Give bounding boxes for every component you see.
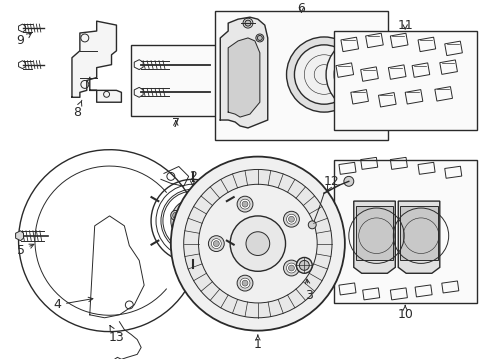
Polygon shape (354, 201, 395, 273)
Bar (400, 206, 438, 260)
Circle shape (256, 34, 264, 42)
Circle shape (243, 18, 253, 28)
Bar (339, 283, 356, 295)
Text: 8: 8 (73, 100, 82, 118)
Text: 9: 9 (17, 33, 31, 48)
Circle shape (188, 198, 197, 208)
Text: 4: 4 (53, 297, 93, 311)
Bar (412, 63, 430, 77)
Circle shape (242, 280, 248, 286)
Circle shape (177, 230, 187, 240)
Bar (336, 63, 354, 77)
Polygon shape (72, 21, 117, 97)
Text: 5: 5 (17, 244, 34, 257)
Circle shape (184, 170, 332, 318)
Circle shape (246, 232, 270, 256)
Text: 13: 13 (109, 325, 124, 344)
Circle shape (198, 184, 317, 303)
Text: 11: 11 (397, 19, 413, 32)
Circle shape (257, 36, 262, 40)
Circle shape (284, 211, 299, 227)
Circle shape (171, 157, 345, 330)
Bar (339, 162, 356, 174)
Text: 7: 7 (172, 117, 180, 130)
Circle shape (287, 214, 296, 224)
Bar (356, 206, 393, 260)
Text: 1: 1 (254, 335, 262, 351)
Text: 3: 3 (305, 279, 313, 302)
Circle shape (326, 37, 401, 112)
Circle shape (240, 199, 250, 209)
Circle shape (242, 201, 248, 207)
Bar (415, 285, 432, 297)
Polygon shape (90, 77, 122, 102)
Circle shape (308, 221, 316, 229)
Bar (341, 37, 359, 51)
Circle shape (190, 200, 196, 206)
Bar (361, 157, 378, 169)
Circle shape (171, 199, 214, 243)
Bar (334, 159, 477, 303)
Bar (363, 288, 380, 300)
Text: 10: 10 (397, 305, 413, 321)
Bar (391, 33, 408, 48)
Bar (418, 162, 435, 174)
Circle shape (289, 265, 294, 271)
Circle shape (237, 275, 253, 291)
Text: 6: 6 (297, 2, 305, 15)
Bar (391, 288, 407, 300)
Circle shape (213, 240, 220, 247)
Circle shape (294, 45, 354, 104)
Bar (391, 157, 407, 169)
Bar (366, 33, 383, 48)
Bar (445, 41, 463, 55)
Circle shape (208, 236, 224, 252)
Bar (435, 87, 452, 101)
Circle shape (344, 176, 354, 186)
Bar (351, 90, 368, 104)
Bar (440, 60, 458, 75)
Circle shape (230, 216, 286, 271)
Text: 12: 12 (324, 175, 340, 191)
Circle shape (172, 212, 179, 219)
Circle shape (200, 232, 206, 238)
Bar (405, 90, 423, 104)
Circle shape (334, 45, 393, 104)
Circle shape (207, 212, 213, 219)
Circle shape (289, 216, 294, 222)
Circle shape (240, 278, 250, 288)
Polygon shape (16, 231, 24, 240)
Circle shape (171, 211, 181, 220)
Bar (334, 31, 477, 130)
Bar (418, 37, 436, 51)
Bar (131, 45, 220, 116)
Polygon shape (398, 201, 440, 273)
Bar (215, 11, 389, 140)
Polygon shape (228, 38, 260, 117)
Circle shape (287, 37, 362, 112)
Circle shape (211, 239, 221, 248)
Circle shape (299, 260, 309, 270)
Circle shape (198, 230, 208, 240)
Circle shape (245, 20, 251, 26)
Bar (445, 166, 462, 178)
Circle shape (237, 196, 253, 212)
Circle shape (287, 263, 296, 273)
Bar (442, 281, 459, 293)
Circle shape (179, 232, 185, 238)
Circle shape (205, 211, 215, 220)
Text: 2: 2 (189, 170, 196, 186)
Polygon shape (220, 17, 268, 128)
Bar (361, 67, 378, 81)
Bar (389, 65, 406, 79)
Circle shape (296, 257, 312, 273)
Bar (378, 93, 396, 107)
Circle shape (284, 260, 299, 276)
